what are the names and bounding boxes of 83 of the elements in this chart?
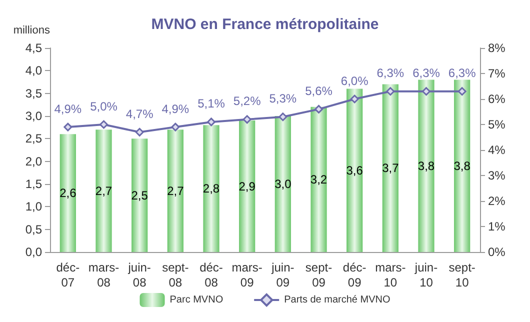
data-label: 3,8 [418,158,435,173]
y2-tick-label: 4% [488,143,506,157]
legend-label: Parts de marché MVNO [284,294,390,306]
y-axis-title: millions [13,24,50,36]
data-label: 3,0 [274,177,292,191]
y-tick-label: 4,5 [25,41,42,55]
point [171,122,180,132]
bar [418,80,434,252]
y2-tick-label: 3% [488,168,506,182]
bar [132,138,148,252]
y2-tick-label: 5% [488,118,506,132]
y-tick-label: 2,0 [25,154,42,168]
bar [382,84,398,252]
y-tick-label: 4,0 [25,64,42,78]
data-label: 6,3% [412,66,440,80]
bar [274,116,291,252]
bar [96,130,112,252]
chart-title: MVNO en France métropolitaine [151,16,379,33]
x-tick-label: sept-10 [448,260,476,290]
point [207,118,216,126]
bar [203,125,220,252]
point [64,122,72,132]
x-tick-label: déc-09 [342,260,366,290]
bar [239,120,256,252]
y-tick-label: 0,0 [25,245,42,259]
x-tick-label: juin-10 [414,260,438,290]
data-label: 6,3% [448,66,476,80]
bar [167,130,184,252]
point [314,104,323,114]
point [278,112,288,122]
point [422,87,430,96]
bar [310,106,327,252]
y-tick-label: 1,5 [25,177,42,191]
x-tick-label: sept-09 [305,260,332,290]
bar [454,80,470,252]
data-label: 6,3% [376,66,404,80]
data-label: 4,9% [162,102,190,116]
data-label: 5,3% [269,92,297,106]
y2-tick-label: 2% [488,194,506,208]
bar [346,88,363,252]
x-tick-label: sept-08 [162,260,189,290]
data-label: 2,9 [238,179,256,194]
data-label: 2,7 [95,184,112,198]
x-tick-label: déc-07 [56,260,80,290]
x-tick-label: déc-08 [200,260,223,290]
point [350,94,359,104]
x-tick-label: juin-08 [127,260,151,290]
y2-tick-label: 1% [488,220,506,234]
point [135,128,144,136]
data-label: 3,8 [454,158,471,173]
data-label: 3,7 [382,161,400,176]
x-tick-label: juin-09 [270,260,294,290]
data-label: 3,6 [346,163,364,178]
data-label: 6,0% [340,74,369,88]
x-tick-label: mars-10 [375,260,406,290]
data-label: 4,7% [126,106,154,121]
data-label: 2,6 [60,186,77,200]
point [242,115,252,124]
point [100,120,108,129]
y2-tick-label: 8% [488,41,506,55]
data-label: 5,2% [233,94,262,108]
data-label: 2,7 [167,184,184,198]
y2-tick-label: 7% [488,66,506,80]
data-label: 2,5 [131,188,148,202]
data-label: 5,0% [90,99,118,114]
y2-tick-label: 6% [488,92,506,106]
data-label: 4,9% [54,102,82,116]
y-tick-label: 0,5 [25,222,42,236]
data-label: 3,2 [310,172,328,186]
point [458,87,466,96]
x-tick-label: mars-08 [88,260,120,290]
data-label: 5,6% [305,84,333,98]
y2-tick-label: 0% [488,245,506,259]
legend-label: Parc MVNO [170,294,224,306]
x-tick-label: mars-09 [232,260,262,290]
data-label: 5,1% [198,96,226,111]
data-label: 2,8 [202,182,220,196]
bar [60,134,76,252]
y-tick-label: 3,0 [25,109,42,123]
y-tick-label: 3,5 [25,86,42,100]
y-tick-label: 2,5 [25,132,42,146]
y-tick-label: 1,0 [25,200,42,214]
point [386,87,395,96]
